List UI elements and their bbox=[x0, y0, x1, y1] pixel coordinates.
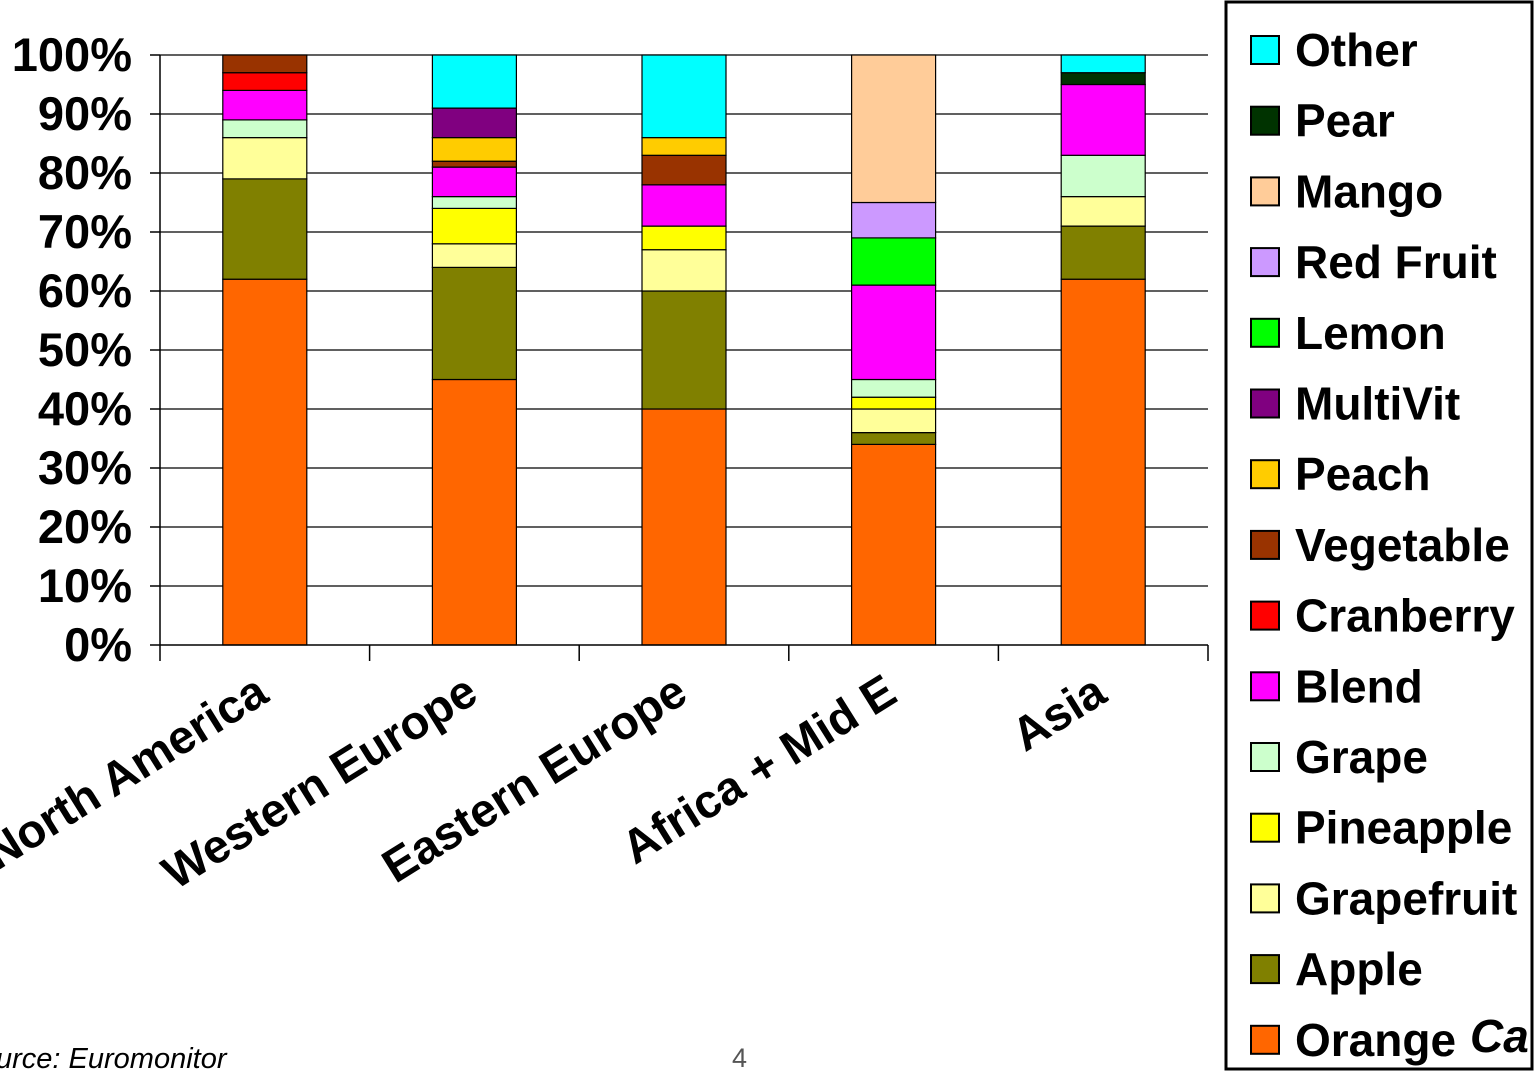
y-tick-label: 0% bbox=[64, 618, 132, 671]
legend-swatch bbox=[1250, 671, 1280, 702]
y-tick-label: 40% bbox=[38, 382, 132, 435]
y-tick-label: 90% bbox=[38, 87, 132, 140]
bar-segment-apple bbox=[641, 290, 727, 410]
legend-label: Vegetable bbox=[1295, 519, 1510, 571]
bar-segment-red-fruit bbox=[850, 201, 937, 239]
y-tick-label: 60% bbox=[38, 264, 132, 317]
bar-segment-grape bbox=[431, 196, 517, 210]
bar-segment-grapefruit bbox=[1060, 196, 1146, 227]
bar-segment-blend bbox=[850, 284, 937, 381]
legend-label: MultiVit bbox=[1295, 378, 1460, 430]
bar-segment-apple bbox=[1060, 225, 1146, 280]
y-tick-label: 50% bbox=[38, 323, 132, 376]
bar-segment-apple bbox=[222, 178, 308, 280]
bar-segment-grape bbox=[222, 119, 308, 139]
bar-segment-grapefruit bbox=[431, 243, 517, 269]
bar-segment-orange bbox=[1060, 278, 1146, 646]
legend: Other Pear Mango Red Fruit Lemon MultiVit Peac… bbox=[1224, 0, 1534, 1071]
legend-label: Peach bbox=[1295, 448, 1431, 500]
legend-swatch bbox=[1250, 459, 1280, 490]
legend-label: Other bbox=[1295, 24, 1418, 76]
bar-segment-grape bbox=[1060, 154, 1146, 198]
legend-label: Apple bbox=[1295, 943, 1423, 995]
legend-label: Pear bbox=[1295, 95, 1395, 147]
legend-label: Mango bbox=[1295, 165, 1443, 217]
bar-segment-grapefruit bbox=[222, 137, 308, 180]
legend-swatch bbox=[1250, 954, 1280, 985]
legend-label: Lemon bbox=[1295, 307, 1446, 359]
bar-segment-peach bbox=[431, 137, 517, 162]
legend-swatch bbox=[1250, 529, 1280, 560]
y-tick-label: 70% bbox=[38, 205, 132, 258]
legend-label: Orange bbox=[1295, 1014, 1456, 1066]
legend-label: Grape bbox=[1295, 731, 1428, 783]
legend-swatch bbox=[1250, 247, 1280, 278]
bar-segment-pineapple bbox=[431, 207, 517, 245]
y-tick-label: 30% bbox=[38, 441, 132, 494]
bar-segment-cranberry bbox=[222, 72, 308, 91]
bar-segment-mango bbox=[850, 54, 937, 204]
legend-swatch bbox=[1250, 176, 1280, 207]
legend-swatch bbox=[1250, 883, 1280, 914]
bar-segment-orange bbox=[850, 443, 937, 646]
legend-swatch bbox=[1250, 1024, 1280, 1055]
bar-segment-grape bbox=[850, 378, 937, 398]
axes bbox=[150, 54, 1209, 661]
legend-swatch bbox=[1250, 600, 1280, 631]
bar-segment-other bbox=[1060, 54, 1146, 74]
legend-swatch bbox=[1250, 35, 1280, 65]
bar-segment-apple bbox=[431, 266, 517, 381]
page-number: 4 bbox=[732, 1043, 747, 1071]
bar-segment-blend bbox=[641, 184, 727, 227]
bar-segment-grapefruit bbox=[850, 408, 937, 434]
bar-segment-pear bbox=[1060, 72, 1146, 86]
legend-label: Grapefruit bbox=[1295, 872, 1517, 924]
y-tick-label: 100% bbox=[12, 28, 132, 81]
bar-segment-orange bbox=[431, 378, 517, 646]
legend-swatch bbox=[1250, 105, 1280, 136]
bar-segment-blend bbox=[222, 89, 308, 121]
bar-segment-pineapple bbox=[641, 225, 727, 251]
legend-label: Pineapple bbox=[1295, 802, 1512, 854]
y-tick-labels: 0% 10% 20% 30% 40% 50% 60% 70% 80% 90% 100% bbox=[12, 28, 132, 671]
legend-swatch bbox=[1250, 742, 1280, 772]
logo-fragment: Ca bbox=[1470, 1010, 1529, 1062]
y-tick-label: 20% bbox=[38, 500, 132, 553]
legend-swatch bbox=[1250, 812, 1280, 843]
legend-swatch bbox=[1250, 388, 1280, 419]
bar-segment-vegetable bbox=[641, 154, 727, 186]
bar-segment-orange bbox=[641, 408, 727, 646]
bar-segment-orange bbox=[222, 278, 308, 646]
y-tick-label: 80% bbox=[38, 146, 132, 199]
bar-segment-lemon bbox=[850, 237, 937, 286]
bar-segment-other bbox=[431, 54, 517, 109]
bar-segment-blend bbox=[431, 166, 517, 198]
bar-segment-apple bbox=[850, 432, 937, 446]
bar-segment-grapefruit bbox=[641, 249, 727, 292]
y-tick-label: 10% bbox=[38, 559, 132, 612]
legend-label: Blend bbox=[1295, 660, 1423, 712]
bar-segment-vegetable bbox=[222, 54, 308, 74]
source-note: urce: Euromonitor bbox=[0, 1043, 228, 1071]
legend-label: Red Fruit bbox=[1295, 236, 1497, 288]
bar-segment-other bbox=[641, 54, 727, 139]
legend-swatch bbox=[1250, 317, 1280, 348]
bar-segment-pineapple bbox=[850, 396, 937, 410]
bars bbox=[222, 54, 1146, 646]
legend-label: Cranberry bbox=[1295, 590, 1515, 642]
x-category-label: Asia bbox=[1002, 663, 1115, 761]
bar-segment-vegetable bbox=[431, 160, 517, 168]
bar-segment-multivit bbox=[431, 107, 517, 139]
bar-segment-peach bbox=[641, 137, 727, 156]
bar-segment-blend bbox=[1060, 83, 1146, 156]
